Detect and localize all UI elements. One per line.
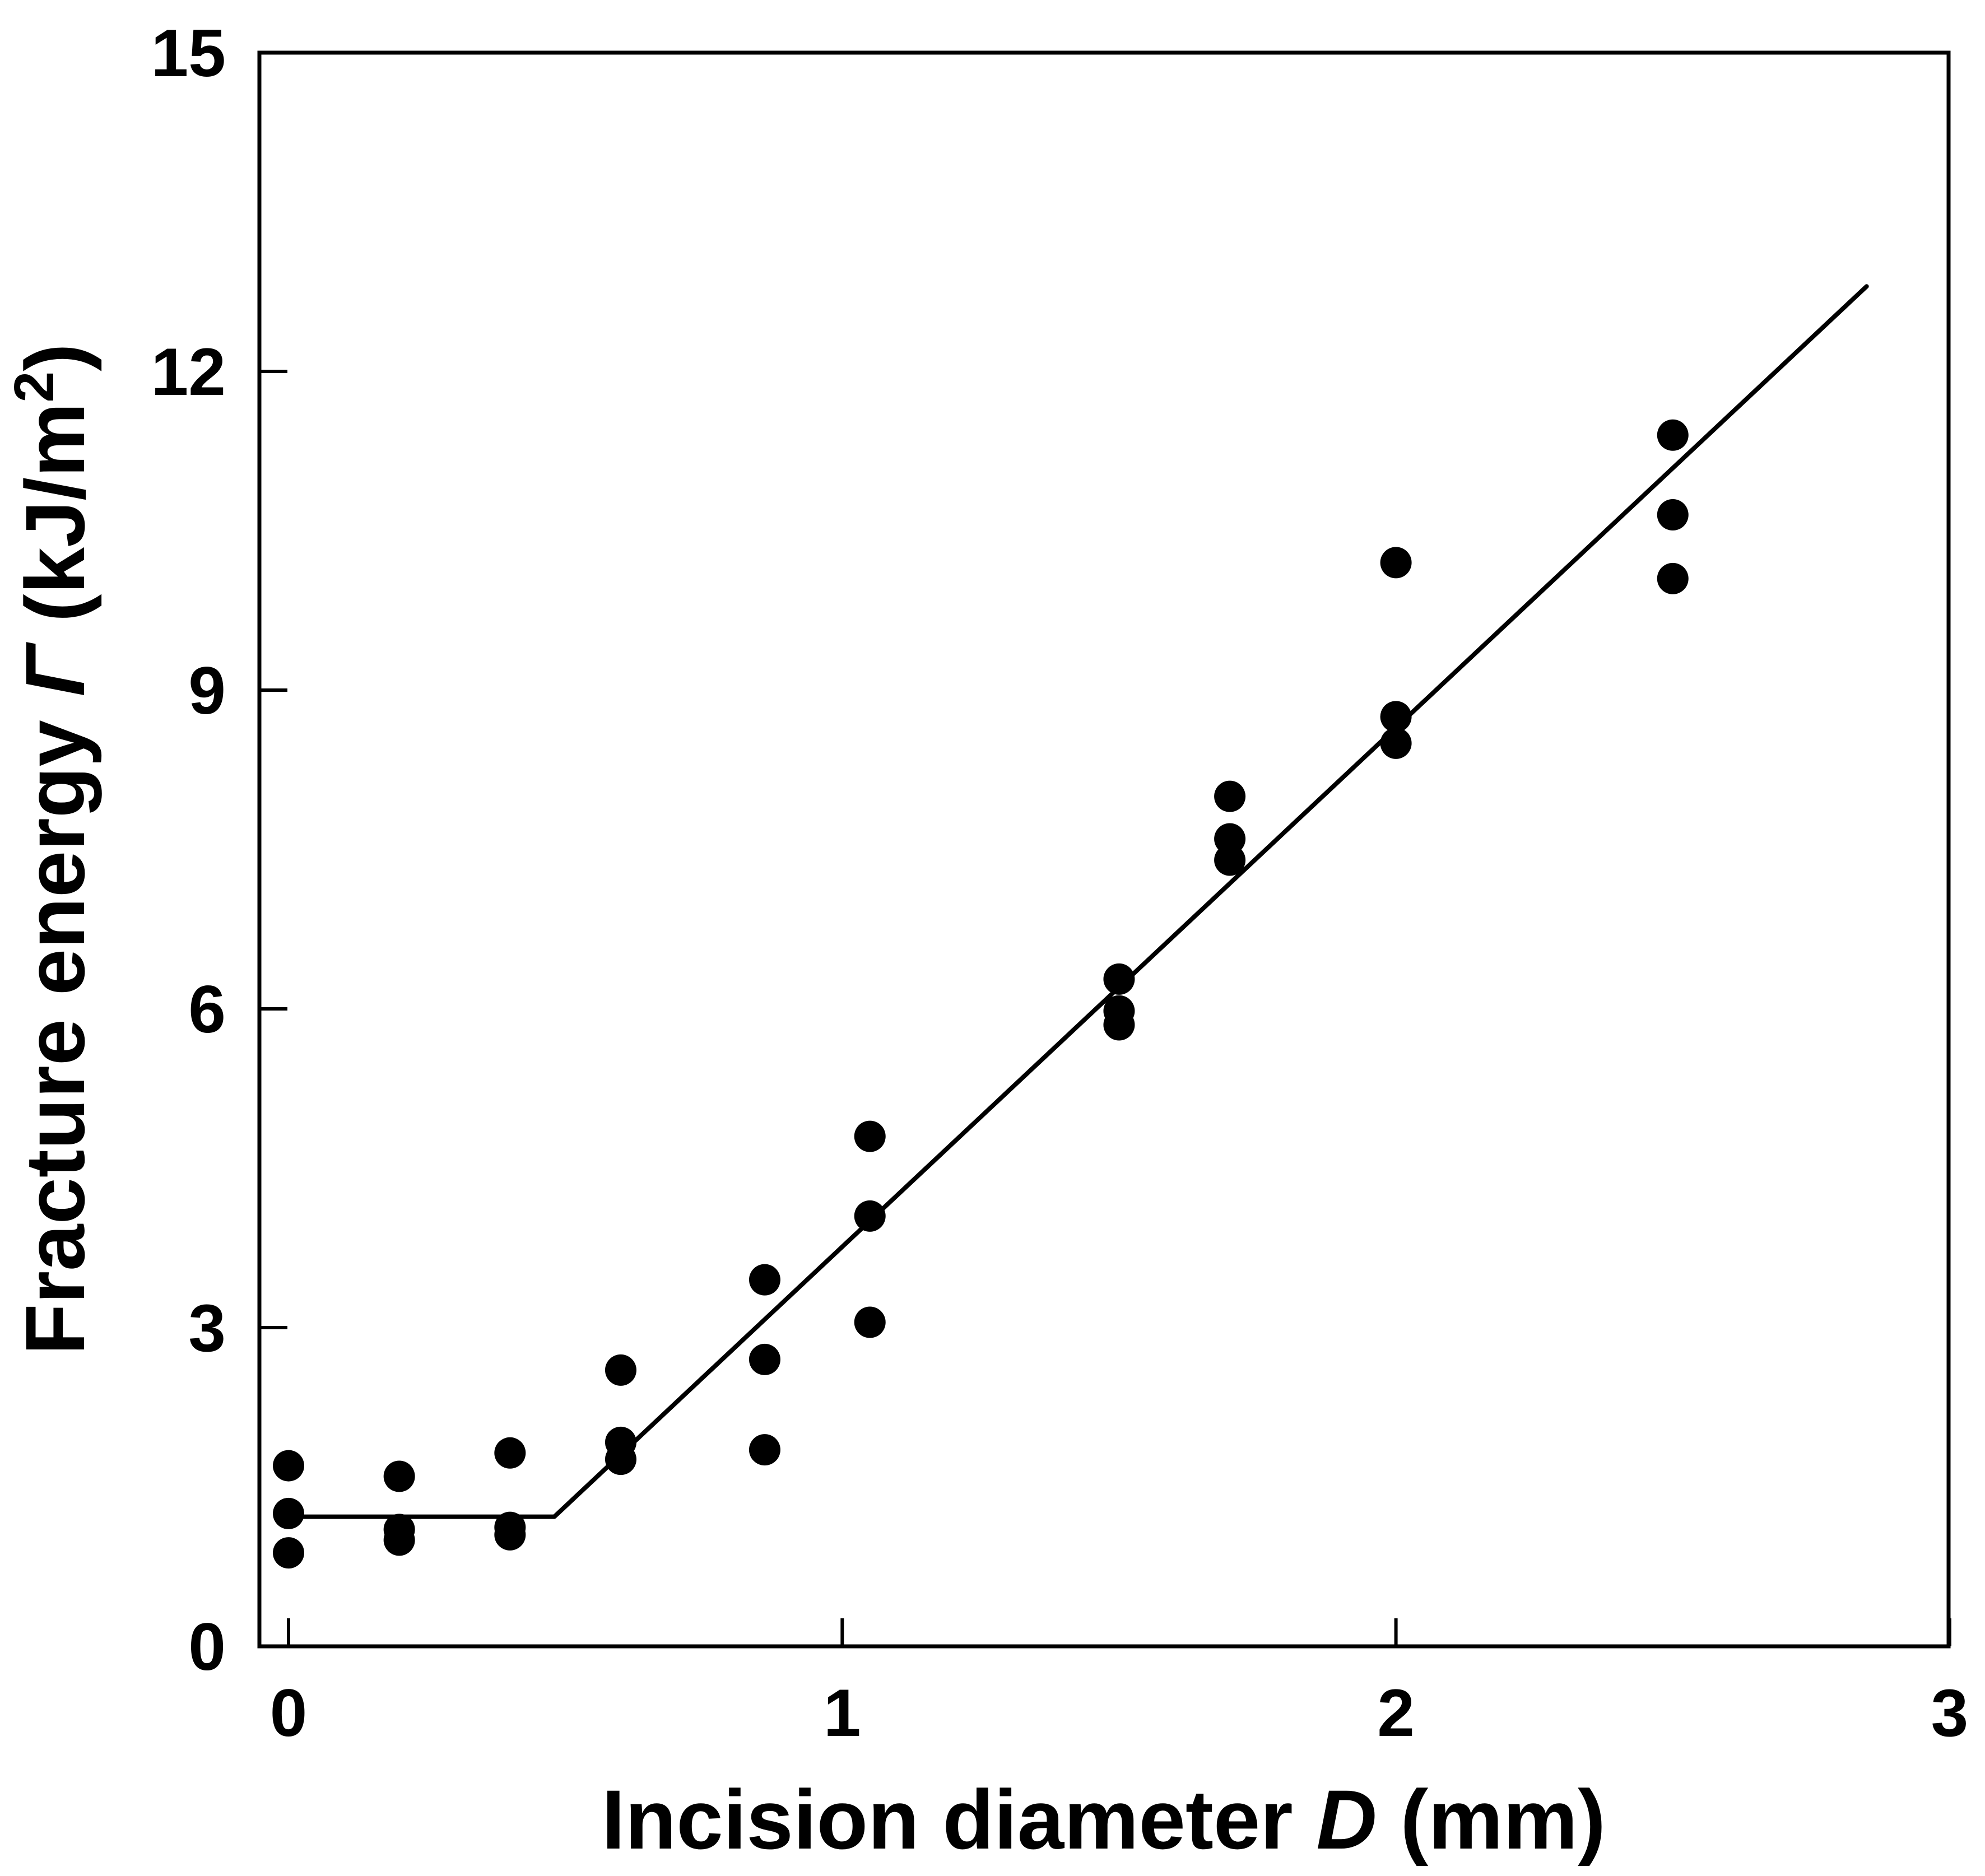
data-point — [749, 1264, 780, 1296]
x-tick-label: 2 — [1377, 1675, 1415, 1751]
data-point — [749, 1434, 780, 1466]
data-point — [854, 1200, 886, 1232]
y-tick-label: 12 — [151, 334, 226, 409]
data-point — [749, 1343, 780, 1375]
data-point — [494, 1519, 526, 1551]
data-point — [273, 1450, 304, 1482]
data-point — [605, 1444, 636, 1475]
y-tick-label: 15 — [151, 16, 226, 91]
y-tick-label: 3 — [188, 1291, 226, 1366]
x-axis-ticks: 0 1 2 3 — [270, 1618, 1969, 1751]
data-point — [494, 1437, 526, 1469]
data-point — [383, 1524, 415, 1556]
x-tick-label: 0 — [270, 1675, 308, 1751]
x-tick-label: 1 — [824, 1675, 861, 1751]
data-point — [383, 1460, 415, 1492]
data-point — [854, 1306, 886, 1338]
data-point — [1657, 499, 1689, 531]
y-tick-label: 9 — [188, 653, 226, 728]
x-axis-title: Incision diameter D (mm) — [602, 1772, 1606, 1866]
y-axis-title: Fracture energy Γ (kJ/m2) — [3, 343, 102, 1355]
data-point — [854, 1120, 886, 1152]
y-axis-ticks: 0 3 6 9 12 15 — [151, 16, 287, 1684]
data-point — [1657, 562, 1689, 594]
plot-frame — [257, 50, 1951, 1649]
x-tick-label: 3 — [1931, 1675, 1969, 1751]
y-tick-label: 0 — [188, 1609, 226, 1684]
data-point — [1380, 727, 1412, 759]
data-point — [1380, 701, 1412, 733]
data-point — [605, 1354, 636, 1386]
data-point — [1103, 1009, 1135, 1041]
data-point — [273, 1497, 304, 1529]
y-tick-label: 6 — [188, 972, 226, 1047]
data-point — [1214, 844, 1246, 876]
data-points — [273, 419, 1689, 1569]
data-point — [1380, 547, 1412, 579]
fit-line — [286, 284, 1869, 1519]
data-point — [1657, 419, 1689, 451]
data-point — [1103, 963, 1135, 995]
fit-line-group — [286, 284, 1869, 1519]
data-point — [273, 1537, 304, 1569]
data-point — [1214, 780, 1246, 812]
